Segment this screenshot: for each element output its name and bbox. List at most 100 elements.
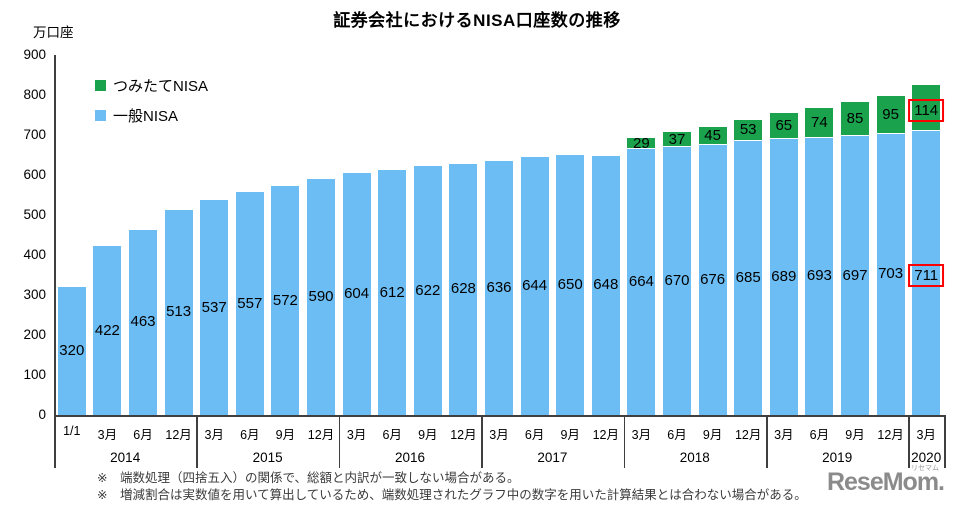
x-tick-month: 3月	[204, 428, 224, 442]
x-tick-month: 3月	[774, 428, 794, 442]
x-tick-year: 2020	[911, 450, 942, 465]
footnote-line: ※ 増減割合は実数値を用いて算出しているため、端数処理されたグラフ中の数字を用い…	[97, 488, 807, 502]
resemom-logo-text: ReseMom.	[826, 468, 945, 496]
bar-tsumitate	[627, 137, 656, 150]
bar-value-label-ippan: 320	[59, 342, 85, 359]
bar-value-label-ippan: 636	[486, 278, 512, 296]
group-separator	[766, 415, 768, 468]
bar-ippan	[413, 166, 442, 415]
x-tick-month: 6月	[382, 428, 402, 442]
x-tick-month: 9月	[702, 428, 723, 442]
bar-tsumitate	[734, 119, 763, 141]
x-tick-month: 9月	[418, 428, 438, 442]
y-tick-label: 200	[23, 327, 46, 342]
resemom-logo-ruby: リセマム	[911, 465, 939, 472]
bar-value-label-ippan: 648	[593, 276, 619, 294]
bar-value-label-ippan: 537	[201, 298, 227, 316]
y-tick-label: 300	[23, 287, 46, 302]
y-tick-label: 500	[23, 207, 46, 222]
x-tick-month: 3月	[489, 428, 509, 442]
group-separator	[338, 415, 341, 468]
x-tick-month: 12月	[450, 428, 477, 442]
legend-swatch-ippan-icon	[95, 109, 106, 121]
bar-value-label-tsumitate-highlighted: 114	[908, 98, 945, 122]
bar-tsumitate	[912, 85, 941, 131]
y-tick-label: 100	[23, 367, 46, 382]
bar-value-label-ippan: 685	[735, 269, 761, 286]
bar-value-label-ippan: 612	[379, 283, 405, 301]
bar-value-label-ippan: 697	[842, 266, 868, 284]
x-tick-month: 1/1	[63, 424, 81, 438]
bar-value-label-ippan: 590	[308, 288, 334, 305]
bar-value-label-ippan: 670	[664, 272, 690, 289]
group-separator	[908, 415, 910, 468]
legend-item-tsumitate: つみたてNISA	[95, 74, 208, 96]
bar-ippan	[805, 137, 834, 415]
bar-value-label-ippan: 664	[628, 273, 654, 291]
bar-value-label-tsumitate: 85	[846, 110, 864, 128]
x-tick-month: 12月	[877, 428, 904, 442]
bar-ippan	[57, 287, 86, 415]
bar-value-label-tsumitate: 29	[633, 134, 650, 152]
x-tick-year: 2017	[537, 450, 568, 465]
resemom-logo: リセマム ReseMom.	[826, 465, 945, 497]
bar-ippan	[734, 141, 763, 415]
legend-label-tsumitate: つみたてNISA	[113, 77, 209, 95]
x-tick-month: 6月	[240, 428, 260, 442]
y-tick-label: 900	[23, 47, 46, 62]
bar-value-label-ippan: 689	[771, 268, 797, 286]
bar-ippan	[378, 170, 407, 415]
bar-ippan	[591, 155, 620, 415]
bar-ippan	[164, 209, 193, 415]
bar-value-label-ippan: 644	[522, 277, 548, 295]
y-axis-unit-label: 万口座	[33, 25, 74, 40]
bar-ippan	[485, 160, 513, 415]
bar-value-label-ippan: 628	[450, 280, 476, 298]
x-tick-month: 3月	[631, 428, 652, 442]
x-tick-year: 2016	[394, 450, 426, 465]
legend-swatch-tsumitate-icon	[95, 79, 106, 91]
x-tick-month: 3月	[346, 428, 367, 442]
bar-value-label-ippan: 513	[166, 303, 192, 321]
bar-ippan	[876, 133, 905, 415]
bar-value-label-ippan-highlighted: 711	[908, 263, 945, 287]
bar-ippan	[307, 179, 335, 415]
x-tick-month: 3月	[916, 428, 936, 442]
x-tick-year: 2015	[252, 450, 283, 465]
bar-value-label-ippan: 422	[94, 321, 120, 339]
x-tick-month: 9月	[275, 428, 296, 442]
x-tick-year: 2018	[679, 450, 710, 465]
footnotes: ※ 端数処理（四捨五入）の関係で、総額と内訳が一致しない場合がある。 ※ 増減割…	[97, 470, 807, 504]
bar-ippan	[663, 147, 691, 415]
y-tick-label: 600	[23, 167, 46, 182]
x-axis-line	[54, 415, 944, 417]
bar-tsumitate	[876, 95, 905, 134]
x-tick-month: 6月	[809, 428, 830, 442]
x-tick-month: 12月	[165, 428, 192, 442]
y-tick-label: 800	[23, 87, 46, 102]
bar-value-label-ippan: 693	[806, 267, 832, 285]
y-tick-label: 0	[38, 407, 46, 422]
bar-ippan	[235, 192, 264, 415]
chart-title: 証券会社におけるNISA口座数の推移	[333, 11, 621, 30]
bar-value-label-ippan: 676	[700, 270, 726, 288]
bar-tsumitate	[769, 113, 798, 140]
bar-value-label-tsumitate: 45	[704, 126, 721, 144]
bar-ippan	[200, 200, 229, 415]
bar-value-label-ippan: 572	[272, 291, 298, 309]
x-tick-year: 2014	[110, 450, 141, 465]
x-tick-month: 12月	[307, 428, 335, 442]
bar-value-label-tsumitate: 37	[668, 130, 686, 148]
bar-ippan	[698, 144, 727, 415]
x-tick-month: 6月	[133, 428, 153, 442]
bar-value-label-ippan: 622	[415, 281, 441, 299]
x-tick-month: 3月	[97, 428, 118, 442]
bar-ippan	[342, 173, 371, 415]
x-tick-month: 9月	[560, 428, 580, 442]
group-separator	[623, 415, 626, 468]
y-tick-label: 700	[23, 127, 46, 142]
bar-ippan	[841, 136, 869, 415]
footnote-line: ※ 端数処理（四捨五入）の関係で、総額と内訳が一致しない場合がある。	[97, 471, 520, 485]
x-tick-month: 12月	[592, 428, 619, 442]
